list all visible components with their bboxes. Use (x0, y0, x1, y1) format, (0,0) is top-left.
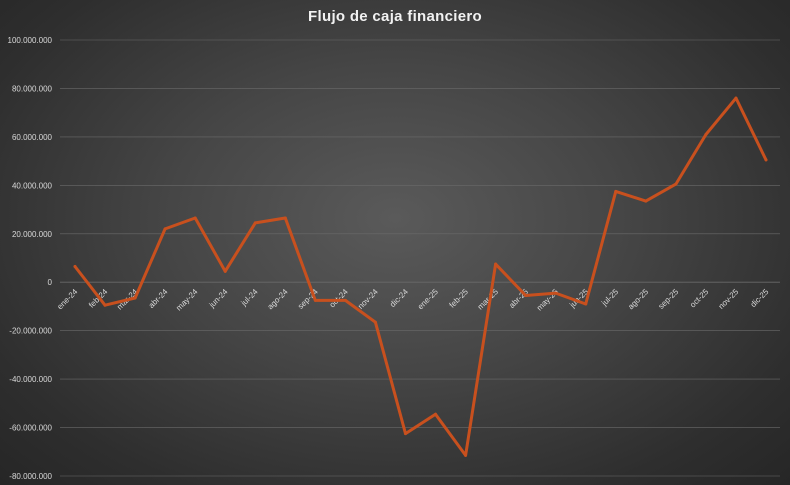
y-tick-label: 80.000.000 (12, 84, 53, 93)
data-point (223, 269, 227, 273)
x-tick-label: nov-25 (717, 287, 741, 311)
y-tick-label: 20.000.000 (12, 230, 53, 239)
data-point (764, 158, 768, 162)
data-point (434, 412, 438, 416)
data-point (373, 320, 377, 324)
data-point (644, 199, 648, 203)
data-point (614, 189, 618, 193)
data-point (494, 262, 498, 266)
data-point (403, 432, 407, 436)
series-layer (73, 96, 768, 457)
data-point (704, 132, 708, 136)
x-tick-label: oct-25 (688, 287, 710, 309)
data-point (674, 182, 678, 186)
x-tick-label: jun-24 (207, 287, 230, 310)
data-point (554, 291, 558, 295)
x-tick-label: oct-24 (328, 287, 350, 309)
data-point (584, 302, 588, 306)
x-tick-label: feb-25 (448, 287, 471, 310)
y-tick-label: -60.000.000 (9, 424, 52, 433)
y-tick-label: 0 (48, 278, 53, 287)
x-tick-label: ene-24 (55, 287, 79, 311)
data-point (103, 303, 107, 307)
x-tick-label: jul-25 (599, 287, 620, 308)
x-axis-tick-labels: ene-24 feb-24 mar-24 abr-24 may-24 jun-24 jul-… (55, 287, 770, 313)
x-tick-label: sep-25 (657, 287, 681, 311)
data-point (464, 453, 468, 457)
data-point (343, 298, 347, 302)
y-tick-label: -20.000.000 (9, 327, 52, 336)
data-point (524, 294, 528, 298)
y-tick-label: 60.000.000 (12, 133, 53, 142)
gridlines (60, 39, 780, 477)
data-point (163, 227, 167, 231)
x-tick-label: jul-24 (239, 287, 260, 308)
x-tick-label: ago-24 (266, 287, 290, 311)
data-point (73, 264, 77, 268)
y-tick-label: 100.000.000 (8, 36, 53, 45)
data-point (193, 216, 197, 220)
series-line (73, 96, 768, 457)
data-point (734, 96, 738, 100)
x-tick-label: nov-24 (356, 287, 380, 311)
x-tick-label: may-25 (535, 287, 561, 313)
y-tick-label: -40.000.000 (9, 375, 52, 384)
y-tick-label: -80.000.000 (9, 472, 52, 481)
data-point (313, 298, 317, 302)
x-tick-label: abr-24 (147, 287, 170, 310)
y-axis-tick-labels: 100.000.000 80.000.000 60.000.000 40.000.00… (8, 36, 53, 481)
chart-title: Flujo de caja financiero (308, 8, 482, 25)
x-tick-label: may-24 (174, 287, 200, 313)
x-tick-label: ene-25 (416, 287, 440, 311)
data-point (253, 221, 257, 225)
x-tick-label: ago-25 (626, 287, 650, 311)
y-tick-label: 40.000.000 (12, 181, 53, 190)
x-tick-label: dic-25 (749, 287, 771, 309)
x-tick-label: dic-24 (388, 287, 410, 309)
data-point (133, 296, 137, 300)
data-point (283, 216, 287, 220)
